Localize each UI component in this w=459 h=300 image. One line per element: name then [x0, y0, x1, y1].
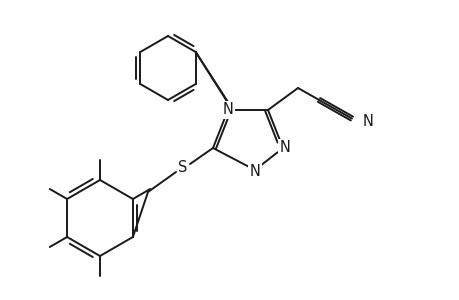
Text: S: S [178, 160, 187, 175]
Text: N: N [249, 164, 260, 178]
Text: N: N [222, 103, 233, 118]
Text: N: N [362, 115, 373, 130]
Text: N: N [279, 140, 290, 155]
